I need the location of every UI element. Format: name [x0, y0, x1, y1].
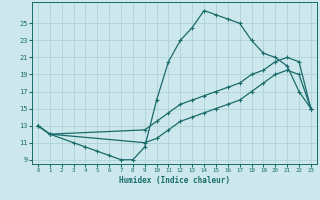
- X-axis label: Humidex (Indice chaleur): Humidex (Indice chaleur): [119, 176, 230, 185]
